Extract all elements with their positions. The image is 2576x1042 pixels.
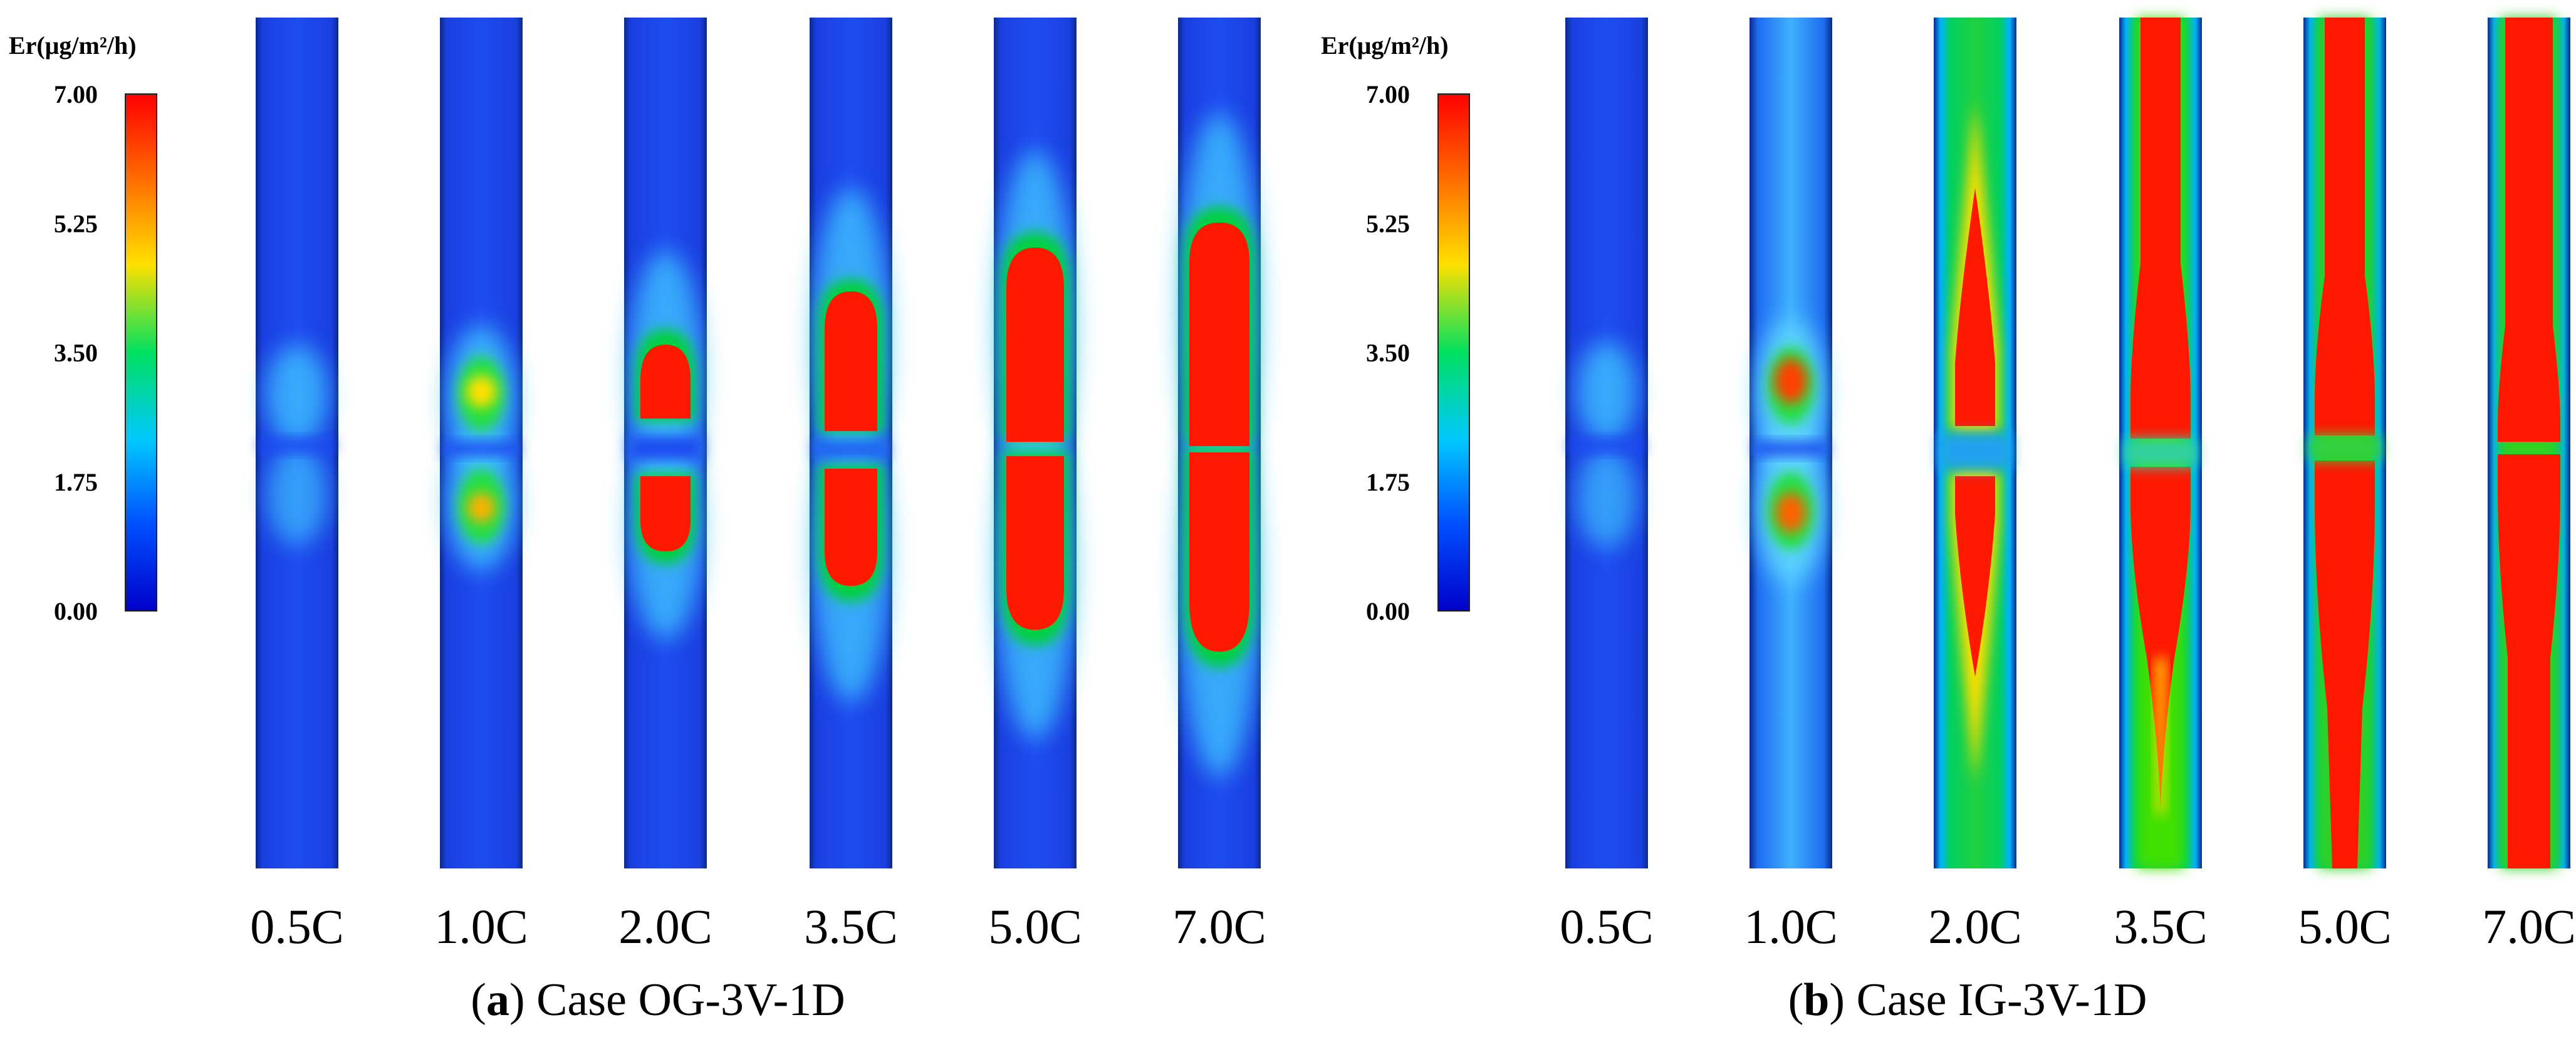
panel-b-column-1-0c	[1749, 18, 1832, 868]
panel-a-column-1-0c	[440, 18, 523, 868]
colorbar-a-scale	[125, 93, 157, 612]
colorbar-a-tick-3: 1.75	[54, 468, 98, 496]
panel-a-letter: a	[486, 974, 509, 1026]
panel-a-column-label-1: 1.0C	[434, 899, 528, 954]
colorbar-b: Er(μg/m²/h) 7.00 5.25 3.50 1.75 0.00	[1321, 31, 1470, 625]
colorbar-a-tick-0: 7.00	[54, 80, 98, 108]
panel-a-column-label-4: 5.0C	[988, 899, 1082, 954]
panel-b	[1565, 18, 2570, 868]
panel-b-column-5-0c	[2303, 18, 2386, 868]
panel-a-title: Case OG-3V-1D	[536, 974, 845, 1026]
colorbar-a-unit-label: Er(μg/m²/h)	[9, 31, 137, 60]
panel-a-column-2-0c	[624, 18, 707, 868]
panel-a-column-label-0: 0.5C	[250, 899, 344, 954]
panel-b-letter: b	[1803, 974, 1829, 1026]
panel-b-column-label-3: 3.5C	[2114, 899, 2208, 954]
panel-b-column-label-0: 0.5C	[1560, 899, 1654, 954]
panel-a-column-label-2: 2.0C	[618, 899, 712, 954]
panel-a-caption: (a) Case OG-3V-1D	[471, 974, 845, 1026]
colorbar-b-unit-label: Er(μg/m²/h)	[1321, 31, 1449, 60]
panel-b-column-2-0c	[1934, 18, 2016, 868]
panel-a-column-7-0c	[1178, 18, 1261, 868]
colorbar-a-tick-4: 0.00	[54, 597, 98, 625]
colorbar-b-scale	[1437, 93, 1470, 612]
colorbar-b-tick-2: 3.50	[1366, 339, 1410, 367]
panel-a	[256, 18, 1261, 868]
panel-b-column-label-5: 7.0C	[2482, 899, 2576, 954]
panel-b-column-7-0c	[2488, 18, 2570, 868]
panel-b-column-label-4: 5.0C	[2298, 899, 2392, 954]
panel-b-column-0-5c	[1565, 18, 1648, 868]
panel-a-column-3-5c	[810, 18, 892, 868]
colorbar-b-tick-3: 1.75	[1366, 468, 1410, 496]
panel-b-column-label-1: 1.0C	[1744, 899, 1838, 954]
colorbar-b-tick-1: 5.25	[1366, 209, 1410, 237]
panel-b-caption: (b) Case IG-3V-1D	[1788, 974, 2147, 1026]
colorbar-b-tick-4: 0.00	[1366, 597, 1410, 625]
panel-a-column-label-3: 3.5C	[804, 899, 898, 954]
colorbar-b-tick-0: 7.00	[1366, 80, 1410, 108]
panel-b-column-3-5c	[2119, 18, 2202, 868]
panel-a-column-0-5c	[256, 18, 338, 868]
panel-a-column-5-0c	[994, 18, 1077, 868]
panel-a-column-labels: 0.5C 1.0C 2.0C 3.5C 5.0C 7.0C	[250, 899, 1266, 954]
colorbar-a: Er(μg/m²/h) 7.00 5.25 3.50 1.75 0.00	[9, 31, 157, 625]
panel-b-column-label-2: 2.0C	[1928, 899, 2022, 954]
panel-b-title: Case IG-3V-1D	[1857, 974, 2147, 1026]
colorbar-a-tick-1: 5.25	[54, 209, 98, 237]
colorbar-a-tick-2: 3.50	[54, 339, 98, 367]
panel-b-column-labels: 0.5C 1.0C 2.0C 3.5C 5.0C 7.0C	[1560, 899, 2576, 954]
panel-a-column-label-5: 7.0C	[1172, 899, 1266, 954]
